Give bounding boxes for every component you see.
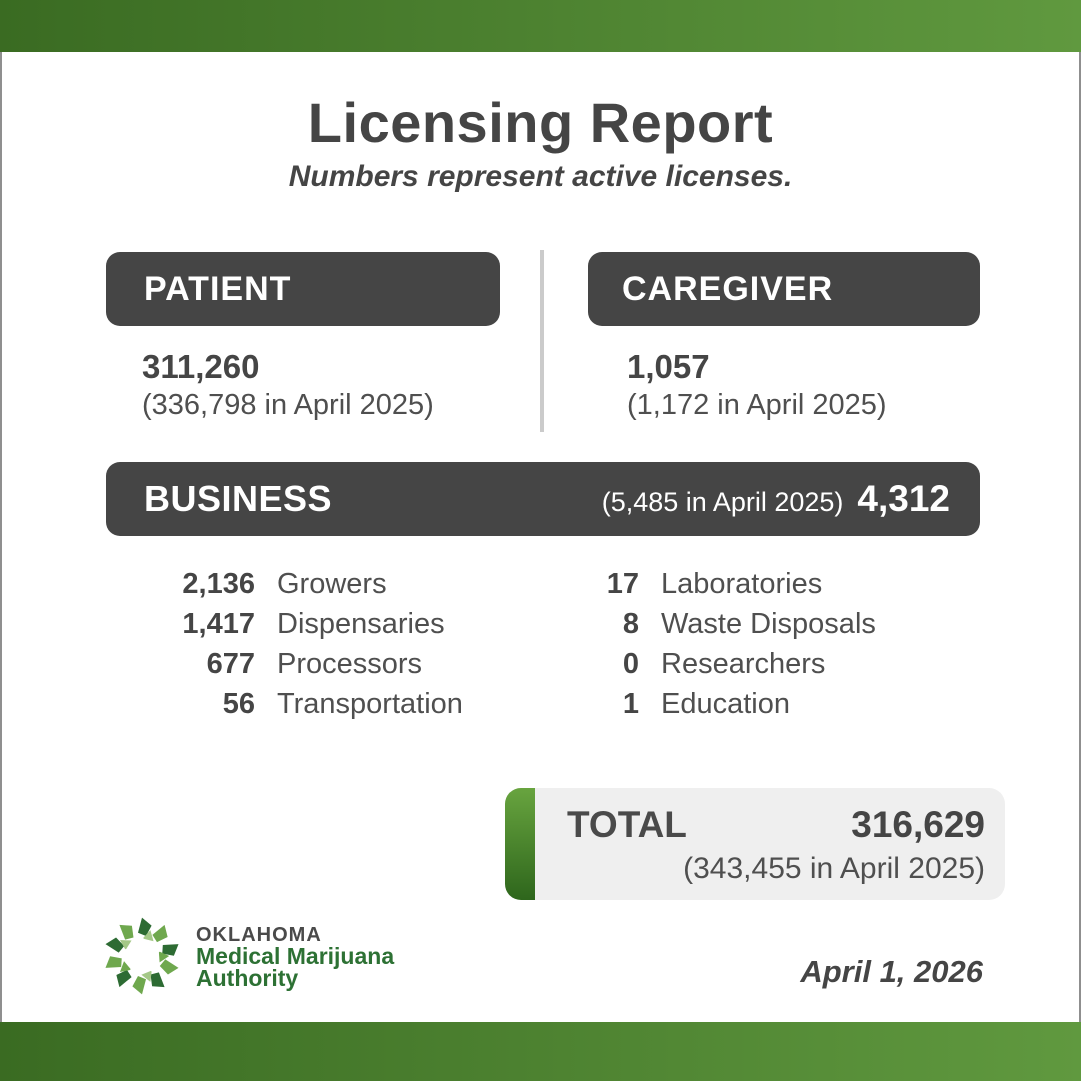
omma-logo-line2: Authority [196,965,299,991]
breakdown-label: Processors [277,648,423,680]
breakdown-value: 1 [622,688,639,720]
breakdown-row-growers: 2,136 Growers [142,564,552,604]
breakdown-row-dispensaries: 1,417 Dispensaries [142,604,552,644]
page-subtitle: Numbers represent active licenses. [288,160,793,193]
breakdown-row-laboratories: 17 Laboratories [562,564,972,604]
breakdown-value: 17 [606,568,639,600]
business-count: 4,312 [857,478,950,519]
total-accent-bar [505,788,535,900]
report-card: Licensing Report Numbers represent activ… [0,52,1081,1022]
business-breakdown-left-column: 2,136 Growers 1,417 Dispensaries 677 Pro… [142,564,552,724]
caregiver-header-label: CAREGIVER [622,269,834,308]
report-date: April 1, 2026 [800,954,983,989]
total-count: 316,629 [851,804,985,845]
caregiver-header-box: CAREGIVER [588,252,980,326]
patient-prior-count: (336,798 in April 2025) [142,389,434,421]
breakdown-label: Researchers [661,648,826,680]
business-breakdown-right-column: 17 Laboratories 8 Waste Disposals 0 Rese… [562,564,972,724]
breakdown-label: Transportation [277,688,463,720]
business-header-label: BUSINESS [144,478,333,519]
breakdown-row-education: 1 Education [562,684,972,724]
business-header-box: BUSINESS (5,485 in April 2025) 4,312 [106,462,980,536]
breakdown-value: 677 [206,648,255,680]
breakdown-label: Waste Disposals [661,608,876,640]
total-label: TOTAL [567,804,687,845]
caregiver-count: 1,057 [627,348,710,385]
breakdown-value: 56 [222,688,255,720]
breakdown-label: Dispensaries [277,608,445,640]
breakdown-row-transportation: 56 Transportation [142,684,552,724]
patient-header-label: PATIENT [144,269,292,308]
breakdown-row-processors: 677 Processors [142,644,552,684]
breakdown-value: 2,136 [182,568,255,600]
business-totals: (5,485 in April 2025) 4,312 [602,478,950,520]
total-prior-count: (343,455 in April 2025) [683,852,985,885]
patient-count: 311,260 [142,348,260,385]
patient-header-box: PATIENT [106,252,500,326]
total-box: TOTAL 316,629 (343,455 in April 2025) [505,788,1005,900]
breakdown-row-waste-disposals: 8 Waste Disposals [562,604,972,644]
caregiver-prior-count: (1,172 in April 2025) [627,389,887,421]
omma-logo-state: OKLAHOMA [196,924,322,946]
breakdown-value: 0 [622,648,639,680]
breakdown-value: 1,417 [182,608,255,640]
omma-logo: OKLAHOMA Medical Marijuana Authority [102,913,394,999]
breakdown-label: Laboratories [661,568,823,600]
business-prior-count: (5,485 in April 2025) [601,487,844,517]
breakdown-row-researchers: 0 Researchers [562,644,972,684]
omma-logo-line1: Medical Marijuana [196,943,395,969]
omma-logo-text: OKLAHOMA Medical Marijuana Authority [196,925,394,999]
breakdown-label: Education [661,688,790,720]
page-title: Licensing Report [307,91,774,154]
patient-caregiver-divider [540,250,544,432]
breakdown-label: Growers [277,568,387,600]
breakdown-value: 8 [622,608,639,640]
omma-star-logo-icon [105,917,179,995]
